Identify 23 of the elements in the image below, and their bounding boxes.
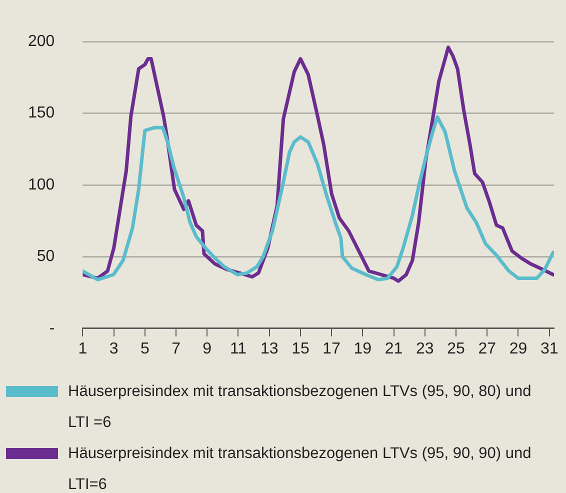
- x-tick-label: 27: [478, 340, 496, 358]
- x-tick-label: 23: [416, 340, 434, 358]
- x-tick-label: 19: [354, 340, 372, 358]
- y-tick-label: -: [49, 320, 55, 337]
- x-tick-label: 7: [172, 340, 181, 358]
- x-tick-label: 3: [109, 340, 118, 358]
- x-tick-label: 1: [78, 340, 88, 358]
- y-tick-label: 100: [28, 176, 55, 194]
- x-tick-label: 29: [509, 340, 528, 358]
- legend-label: Häuserpreisindex mit transaktionsbezogenen LTVs (95, 90, 90) und LTI=6: [68, 444, 532, 493]
- x-tick-label: 13: [260, 340, 278, 358]
- x-tick-label: 9: [202, 340, 212, 358]
- x-tick-label: 17: [322, 340, 341, 358]
- x-tick-label: 15: [292, 340, 310, 358]
- x-tick-label: 5: [140, 340, 150, 358]
- y-tick-label: 150: [28, 104, 55, 122]
- x-tick-label: 31: [540, 340, 558, 358]
- y-tick-label: 200: [28, 33, 55, 50]
- legend-label: Häuserpreisindex mit transaktionsbezogenen LTVs (95, 90, 80) und LTI =6: [68, 382, 532, 433]
- x-tick-label: 25: [447, 340, 466, 358]
- y-tick-label: 50: [36, 248, 55, 266]
- x-tick-label: 21: [384, 340, 403, 358]
- x-tick-label: 11: [230, 340, 247, 358]
